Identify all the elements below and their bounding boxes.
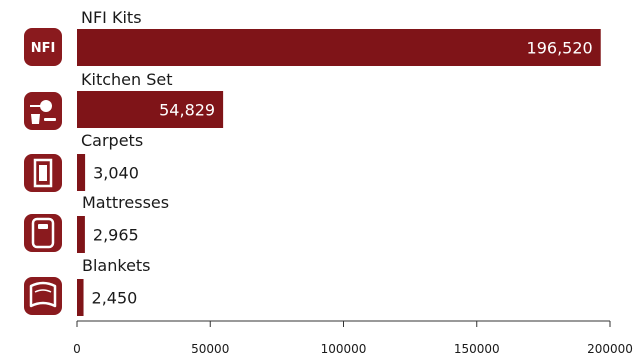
x-tick-label: 50000 xyxy=(191,342,229,356)
bar xyxy=(77,91,224,128)
carpet-icon xyxy=(24,154,62,192)
value-label: 196,520 xyxy=(527,39,593,58)
x-tick-label: 0 xyxy=(73,342,81,356)
category-label: NFI Kits xyxy=(81,8,142,27)
x-axis: 0 50000 100000 150000 200000 xyxy=(73,320,633,356)
kitchen-set-icon xyxy=(24,92,62,130)
value-label: 54,829 xyxy=(159,101,215,120)
category-label: Kitchen Set xyxy=(81,70,173,89)
value-label: 3,040 xyxy=(93,164,139,183)
bar xyxy=(77,216,85,253)
x-tick-label: 150000 xyxy=(454,342,500,356)
bar xyxy=(77,29,601,66)
x-tick-label: 200000 xyxy=(587,342,633,356)
nfi-badge-icon: NFI xyxy=(24,28,62,66)
mattress-icon xyxy=(24,214,62,252)
bar xyxy=(77,279,84,316)
x-tick-label: 100000 xyxy=(321,342,367,356)
blanket-icon xyxy=(24,277,62,315)
value-label: 2,965 xyxy=(93,226,139,245)
category-label: Blankets xyxy=(82,256,151,275)
value-label: 2,450 xyxy=(92,289,138,308)
svg-text:NFI: NFI xyxy=(31,41,56,56)
category-label: Carpets xyxy=(81,131,143,150)
bars-group: NFI Kits 196,520 Kitchen Set 54,829 Carpets 3… xyxy=(77,8,601,316)
category-icons: NFI xyxy=(24,28,62,315)
bar xyxy=(77,154,86,191)
category-label: Mattresses xyxy=(82,193,169,212)
